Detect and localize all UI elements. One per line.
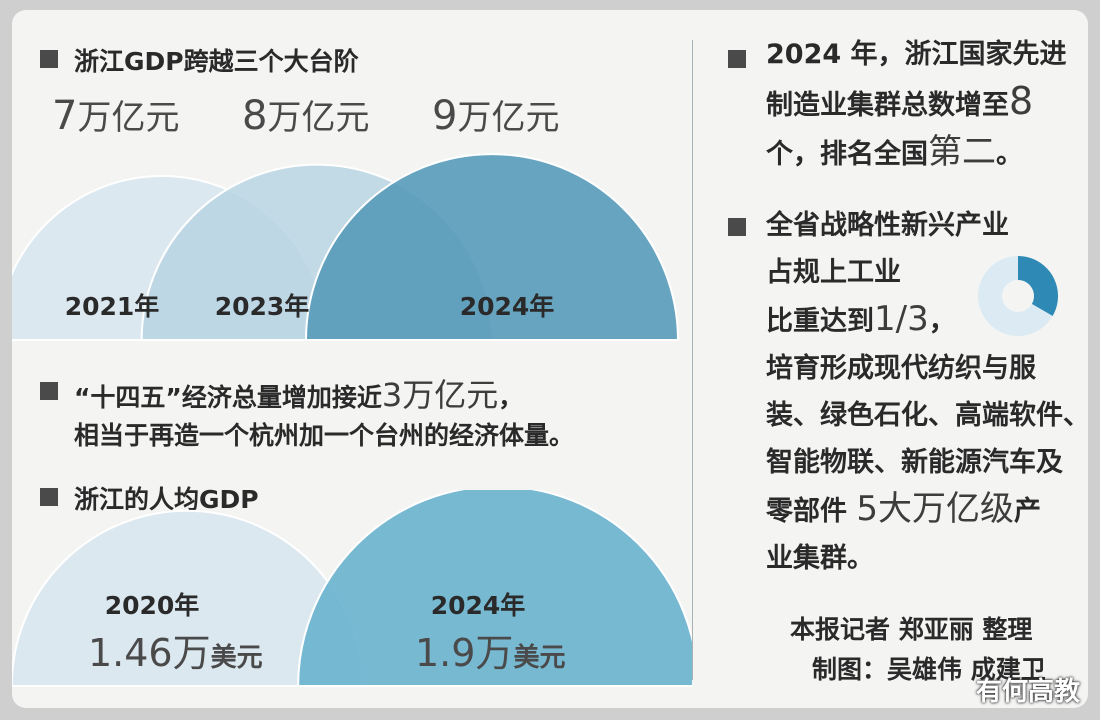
watermark: 有何高教 — [975, 677, 1080, 707]
bullet-square-icon — [40, 50, 58, 68]
gdp-dome-2 — [304, 153, 680, 341]
donut-slice-0 — [1018, 256, 1058, 316]
percap-dome-1 — [297, 490, 692, 687]
gdp-value-label-2024: 9万亿元 — [432, 93, 560, 139]
gdp-value-label-2023: 8万亿元 — [242, 93, 370, 139]
plan-line-2: 相当于再造一个杭州加一个台州的经济体量。 — [74, 421, 575, 450]
gdp-chart-title: 浙江GDP跨越三个大台阶 — [74, 47, 359, 76]
percap-chart-title: 浙江的人均GDP — [74, 485, 259, 514]
bullet-square-icon — [40, 488, 58, 506]
infographic-panel: 浙江GDP跨越三个大台阶 7万亿元 8万亿元 9万亿元 2021年 2023年 20… — [12, 10, 1088, 708]
bullet-square-icon — [40, 382, 58, 400]
gdp-category-label-0: 2021年 — [65, 292, 160, 321]
credit-graphics: 制图：吴雄伟 成建卫 — [812, 655, 1046, 684]
credit-reporter: 本报记者 郑亚丽 整理 — [790, 615, 1033, 644]
gdp-chart: 2021年 2023年 2024年 — [12, 153, 680, 341]
gdp-value-label-2021: 7万亿元 — [52, 93, 180, 139]
cluster-paragraph: 2024 年，浙江国家先进 制造业集群总数增至8 个，排名全国第二。 — [766, 39, 1067, 172]
column-divider — [692, 40, 693, 680]
emerging-industry-paragraph: 全省战略性新兴产业 占规上工业 比重达到1/3， 培育形成现代纺织与服 装、绿色… — [766, 210, 1088, 574]
bullet-square-icon — [728, 50, 746, 68]
percap-value-label-2024: 1.9万美元 — [415, 631, 566, 675]
plan-line-1: “十四五”经济总量增加接近3万亿元， — [74, 376, 524, 414]
percap-category-label-0: 2020年 — [105, 591, 200, 620]
emerging-industry-donut — [978, 256, 1058, 336]
gdp-category-label-2: 2024年 — [460, 292, 555, 321]
percap-category-label-1: 2024年 — [431, 591, 526, 620]
percap-chart: 2020年 2024年 — [12, 490, 692, 687]
gdp-category-label-1: 2023年 — [215, 292, 310, 321]
percap-value-label-2020: 1.46万美元 — [88, 631, 263, 675]
bullet-square-icon — [728, 218, 746, 236]
donut-slice-1 — [978, 256, 1053, 336]
